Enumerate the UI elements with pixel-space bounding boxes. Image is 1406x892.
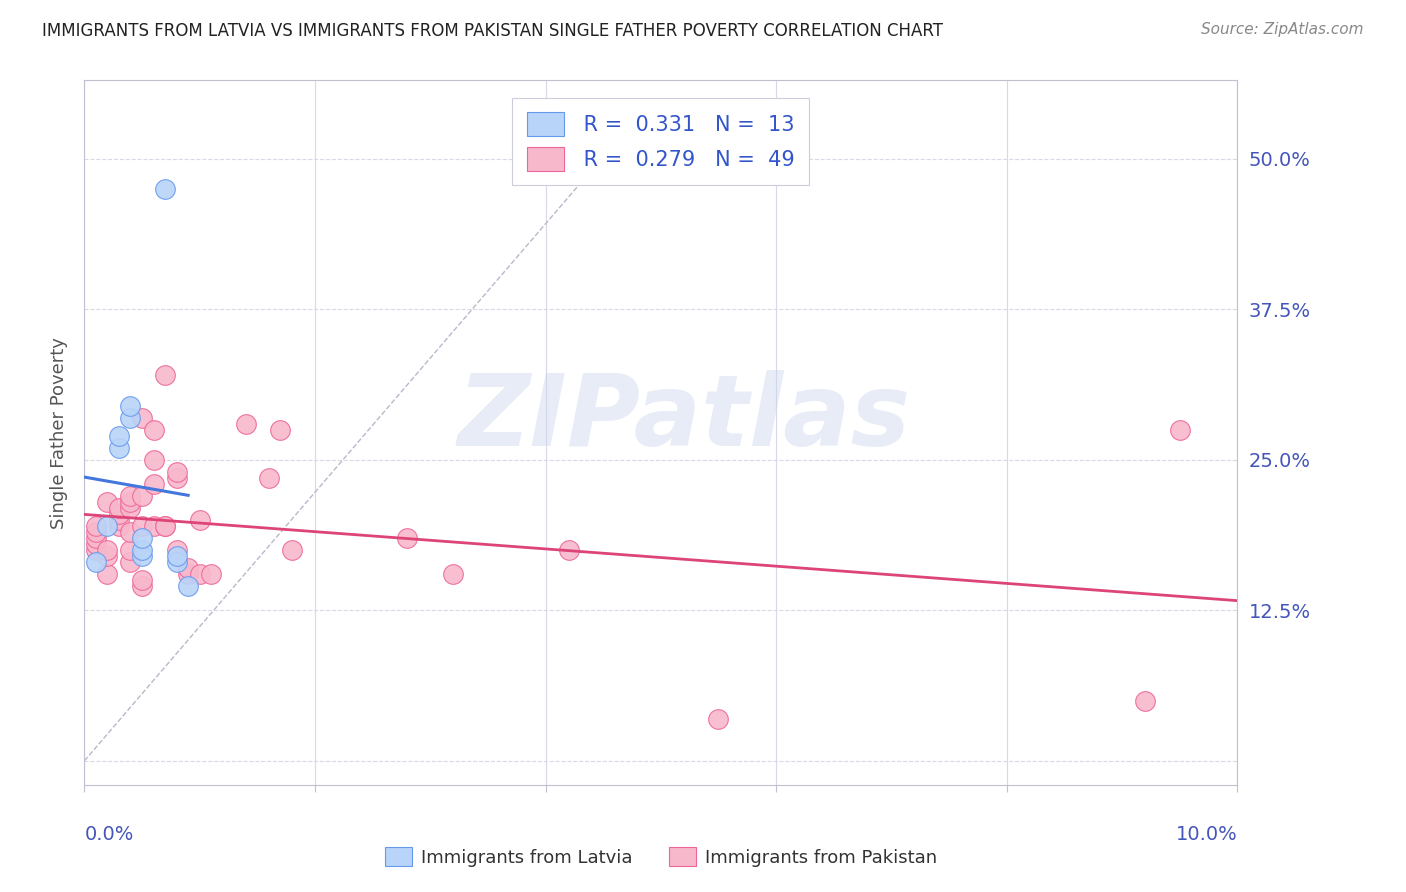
Point xyxy=(84,537,107,551)
Point xyxy=(120,410,142,425)
Legend:  R =  0.331   N =  13,  R =  0.279   N =  49: R = 0.331 N = 13, R = 0.279 N = 49 xyxy=(512,98,810,186)
Point xyxy=(177,567,200,582)
Point xyxy=(96,495,118,509)
Point xyxy=(131,519,153,533)
Point xyxy=(188,513,211,527)
Point xyxy=(108,500,131,515)
Point xyxy=(96,567,118,582)
Point xyxy=(120,399,142,413)
Point xyxy=(131,410,153,425)
Point xyxy=(269,423,291,437)
Text: 10.0%: 10.0% xyxy=(1175,825,1237,844)
Point xyxy=(120,489,142,503)
Text: Source: ZipAtlas.com: Source: ZipAtlas.com xyxy=(1201,22,1364,37)
Point xyxy=(257,471,280,485)
Point xyxy=(142,519,165,533)
Point xyxy=(396,531,419,545)
Point xyxy=(142,452,165,467)
Point xyxy=(153,519,176,533)
Point xyxy=(131,543,153,558)
Point xyxy=(120,555,142,569)
Point xyxy=(131,579,153,593)
Point xyxy=(120,500,142,515)
Point xyxy=(235,417,257,431)
Point xyxy=(166,549,188,563)
Point xyxy=(84,531,107,545)
Point xyxy=(557,543,579,558)
Point xyxy=(131,573,153,587)
Point xyxy=(153,519,176,533)
Point xyxy=(108,519,131,533)
Point xyxy=(120,524,142,539)
Point xyxy=(200,567,222,582)
Point xyxy=(281,543,304,558)
Text: ZIPatlas: ZIPatlas xyxy=(457,370,911,467)
Legend: Immigrants from Latvia, Immigrants from Pakistan: Immigrants from Latvia, Immigrants from … xyxy=(378,840,943,874)
Point xyxy=(142,423,165,437)
Point xyxy=(166,543,188,558)
Point xyxy=(153,182,176,196)
Point xyxy=(166,471,188,485)
Point xyxy=(707,712,730,726)
Point xyxy=(96,549,118,563)
Point xyxy=(131,489,153,503)
Point xyxy=(84,555,107,569)
Point xyxy=(131,531,153,545)
Y-axis label: Single Father Poverty: Single Father Poverty xyxy=(49,336,67,529)
Point xyxy=(1133,693,1156,707)
Point xyxy=(166,465,188,479)
Point xyxy=(96,543,118,558)
Point xyxy=(96,519,118,533)
Point xyxy=(188,567,211,582)
Point xyxy=(131,549,153,563)
Point xyxy=(108,507,131,521)
Point xyxy=(166,555,188,569)
Point xyxy=(84,524,107,539)
Point xyxy=(177,579,200,593)
Point xyxy=(142,476,165,491)
Point xyxy=(441,567,464,582)
Text: IMMIGRANTS FROM LATVIA VS IMMIGRANTS FROM PAKISTAN SINGLE FATHER POVERTY CORRELA: IMMIGRANTS FROM LATVIA VS IMMIGRANTS FRO… xyxy=(42,22,943,40)
Point xyxy=(153,368,176,383)
Point xyxy=(108,441,131,455)
Point xyxy=(108,513,131,527)
Point xyxy=(120,543,142,558)
Point xyxy=(177,561,200,575)
Text: 0.0%: 0.0% xyxy=(84,825,134,844)
Point xyxy=(1168,423,1191,437)
Point xyxy=(84,519,107,533)
Point xyxy=(84,543,107,558)
Point xyxy=(120,495,142,509)
Point xyxy=(108,428,131,442)
